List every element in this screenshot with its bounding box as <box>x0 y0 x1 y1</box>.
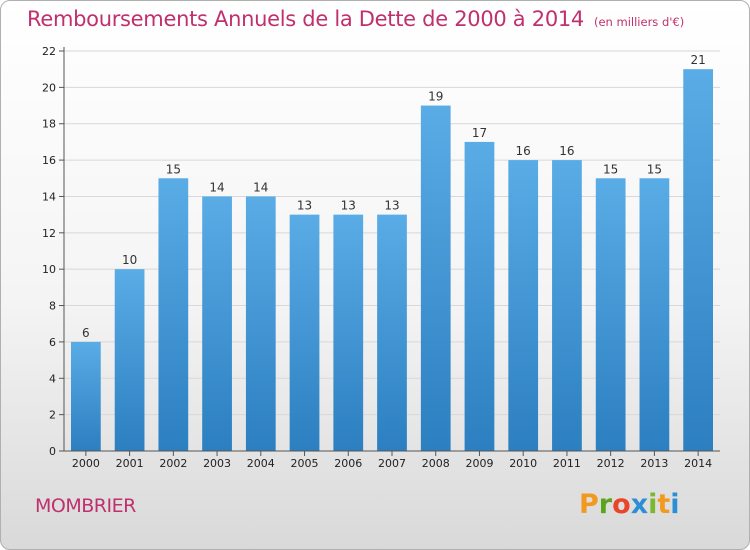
y-tick-label: 16 <box>42 154 56 167</box>
x-tick-label: 2009 <box>465 457 493 470</box>
x-tick-labels: 2000 2001 2002 2003 2004 2005 2006 2007 2008 2009… <box>72 457 712 470</box>
bar-2013[interactable] <box>639 178 670 452</box>
bar-2014[interactable] <box>683 69 714 451</box>
bar-2012[interactable] <box>595 178 626 452</box>
y-tick-labels: 0 2 4 6 8 10 12 14 16 18 20 22 <box>42 45 56 458</box>
x-tick-label: 2004 <box>247 457 275 470</box>
y-tick-label: 8 <box>49 300 56 313</box>
logo-letter: P <box>579 489 599 520</box>
bar-value-label: 16 <box>559 144 574 158</box>
logo-letter: x <box>630 489 649 520</box>
bar-value-label: 19 <box>428 90 443 104</box>
logo-letter: i <box>648 489 658 520</box>
bar-2000[interactable] <box>70 341 101 451</box>
bar-2010[interactable] <box>508 160 539 451</box>
bar-value-label: 14 <box>209 180 224 194</box>
bar-2004[interactable] <box>245 196 276 451</box>
x-tick-label: 2001 <box>116 457 144 470</box>
y-tick-label: 14 <box>42 190 56 203</box>
bar-2007[interactable] <box>377 214 407 451</box>
x-tick-label: 2002 <box>159 457 187 470</box>
x-tick-label: 2005 <box>291 457 319 470</box>
bar-value-label: 13 <box>341 199 356 213</box>
bar-2002[interactable] <box>158 178 189 452</box>
bar-value-label: 15 <box>647 162 662 176</box>
bar-value-label: 13 <box>297 199 312 213</box>
bar-2006[interactable] <box>333 214 364 451</box>
y-tick-label: 20 <box>42 81 56 94</box>
y-tick-label: 0 <box>49 445 56 458</box>
logo-letter: r <box>598 489 613 520</box>
commune-name: MOMBRIER <box>35 495 136 517</box>
logo-letter: o <box>612 489 631 520</box>
x-tick-label: 2014 <box>684 457 712 470</box>
axes <box>59 47 720 456</box>
x-tick-label: 2006 <box>334 457 362 470</box>
chart-title: Remboursements Annuels de la Dette de 20… <box>27 7 584 31</box>
x-tick-label: 2007 <box>378 457 406 470</box>
y-tick-label: 22 <box>42 45 56 58</box>
bar-value-label: 15 <box>603 162 618 176</box>
bar-value-label: 10 <box>122 253 137 267</box>
x-tick-label: 2008 <box>422 457 450 470</box>
proxiti-logo[interactable]: Proxiti <box>579 489 680 520</box>
bar-2003[interactable] <box>202 196 232 451</box>
y-tick-label: 4 <box>49 372 56 385</box>
x-tick-label: 2013 <box>640 457 668 470</box>
bar-2009[interactable] <box>464 141 495 451</box>
bar-2005[interactable] <box>289 214 320 451</box>
bars <box>70 69 714 452</box>
bar-value-label: 21 <box>690 53 705 67</box>
bar-2008[interactable] <box>420 105 451 451</box>
x-tick-label: 2010 <box>509 457 537 470</box>
x-tick-label: 2012 <box>597 457 625 470</box>
y-tick-label: 6 <box>49 336 56 349</box>
bar-2011[interactable] <box>552 160 582 451</box>
bar-value-label: 13 <box>384 199 399 213</box>
bar-value-label: 16 <box>516 144 531 158</box>
y-tick-label: 18 <box>42 118 56 131</box>
y-tick-label: 12 <box>42 227 56 240</box>
title-row: Remboursements Annuels de la Dette de 20… <box>27 7 684 31</box>
x-tick-label: 2000 <box>72 457 100 470</box>
bar-value-label: 6 <box>82 326 90 340</box>
x-tick-label: 2003 <box>203 457 231 470</box>
bar-value-label: 17 <box>472 126 487 140</box>
x-tick-label: 2011 <box>553 457 581 470</box>
logo-letter: i <box>670 489 680 520</box>
logo-letter: t <box>657 489 671 520</box>
bar-value-labels: 6 10 15 14 14 13 13 13 19 17 16 16 15 15 21 <box>82 53 706 340</box>
bar-value-label: 14 <box>253 180 268 194</box>
bar-value-label: 15 <box>166 162 181 176</box>
bar-2001[interactable] <box>114 269 145 451</box>
y-tick-label: 10 <box>42 263 56 276</box>
y-tick-label: 2 <box>49 409 56 422</box>
chart-subtitle: (en milliers d'€) <box>594 15 685 29</box>
